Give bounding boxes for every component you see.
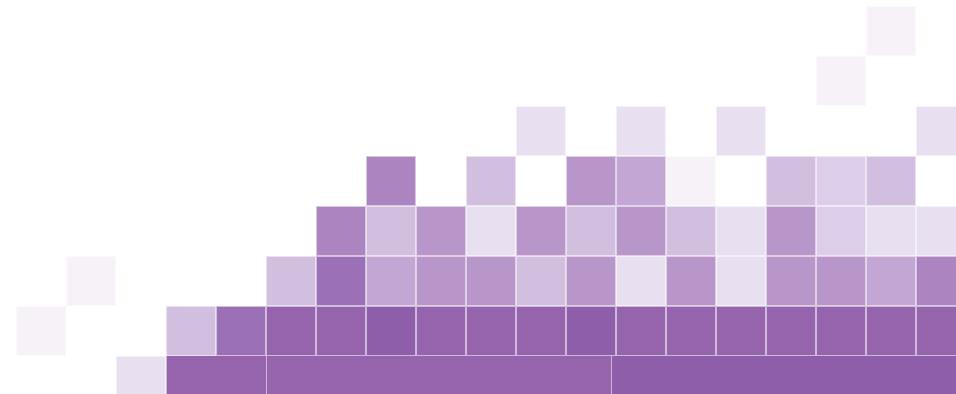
mosaic-tile [416,206,466,256]
mosaic-tile [466,256,516,306]
mosaic-tile [366,256,416,306]
mosaic-tile [416,256,466,306]
mosaic-tile [316,256,366,306]
mosaic-tile [616,306,666,356]
mosaic-tile [266,256,316,306]
bottom-band-segment-3 [611,356,956,394]
mosaic-tile [416,306,466,356]
mosaic-tile [816,306,866,356]
mosaic-tile [816,256,866,306]
mosaic-tile [866,206,916,256]
mosaic-tile [466,306,516,356]
mosaic-tile [116,356,166,394]
bottom-band-segment-1 [166,356,266,394]
mosaic-tile [666,256,716,306]
mosaic-tile [166,306,216,356]
mosaic-tile [716,306,766,356]
mosaic-tile [466,156,516,206]
mosaic-tile [766,306,816,356]
mosaic-tile [316,206,366,256]
mosaic-tile [716,106,766,156]
mosaic-tile [466,206,516,256]
mosaic-tile [666,206,716,256]
mosaic-tile [766,206,816,256]
mosaic-tile [516,206,566,256]
mosaic-tile [566,306,616,356]
mosaic-tile [816,56,866,106]
mosaic-tile [716,206,766,256]
mosaic-tile [666,306,716,356]
mosaic-tile [66,256,116,306]
mosaic-tile [566,206,616,256]
mosaic-tile [666,156,716,206]
mosaic-tile [866,306,916,356]
mosaic-tile [516,106,566,156]
mosaic-tile [366,156,416,206]
mosaic-tile [916,306,956,356]
mosaic-tile [916,106,956,156]
mosaic-tile [866,256,916,306]
mosaic-tile [816,156,866,206]
mosaic-tile [766,256,816,306]
mosaic-tile [616,256,666,306]
bottom-band-segment-2 [266,356,611,394]
mosaic-tile [866,6,916,56]
mosaic-tile [866,156,916,206]
mosaic-tile [516,306,566,356]
mosaic-tile [716,256,766,306]
mosaic-tile [816,206,866,256]
mosaic-tile [916,206,956,256]
mosaic-tile [916,256,956,306]
mosaic-tile [366,306,416,356]
bottom-band [166,356,956,394]
mosaic-tile [616,106,666,156]
mosaic-tile [266,306,316,356]
mosaic-tile [216,306,266,356]
mosaic-tile [766,156,816,206]
mosaic-tile [16,306,66,356]
mosaic-tile [566,256,616,306]
mosaic-tile [566,156,616,206]
mosaic-tile [616,156,666,206]
mosaic-tile [316,306,366,356]
mosaic-tile [366,206,416,256]
mosaic-tile [516,256,566,306]
mosaic-tile [616,206,666,256]
